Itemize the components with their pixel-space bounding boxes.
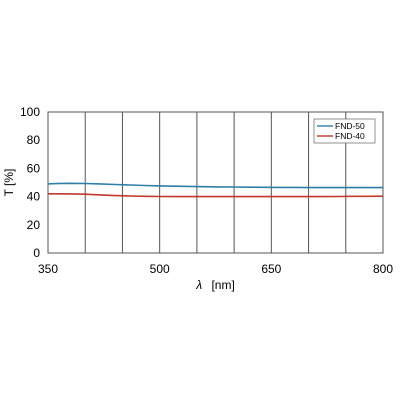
y-tick-label: 100 [20, 105, 40, 119]
legend-label: FND-50 [335, 121, 365, 131]
x-tick-label: 800 [373, 262, 393, 276]
y-tick-label: 60 [27, 161, 41, 175]
y-axis-label: T [%] [2, 169, 16, 197]
series-line-fnd-50 [47, 182, 383, 189]
x-tick-label: 350 [38, 262, 58, 276]
x-tick-label: 500 [150, 262, 170, 276]
y-tick-label: 40 [27, 190, 41, 204]
series-layer [47, 182, 384, 198]
legend-label: FND-40 [335, 131, 365, 141]
y-tick-label: 20 [27, 218, 41, 232]
grid-layer [84, 112, 347, 253]
plot-frame [47, 111, 384, 254]
x-tick-label: 650 [261, 262, 281, 276]
x-axis-label-unit: [nm] [211, 278, 234, 292]
x-axis-label-symbol: λ [195, 278, 202, 292]
y-tick-label: 80 [27, 133, 41, 147]
tick-labels: 0 20 40 60 80 100 350 500 650 800 [20, 105, 393, 276]
legend-box [313, 118, 376, 144]
x-axis-label: λ [nm] [195, 278, 235, 292]
y-tick-label: 0 [33, 246, 40, 260]
series-line-fnd-40 [48, 193, 384, 198]
